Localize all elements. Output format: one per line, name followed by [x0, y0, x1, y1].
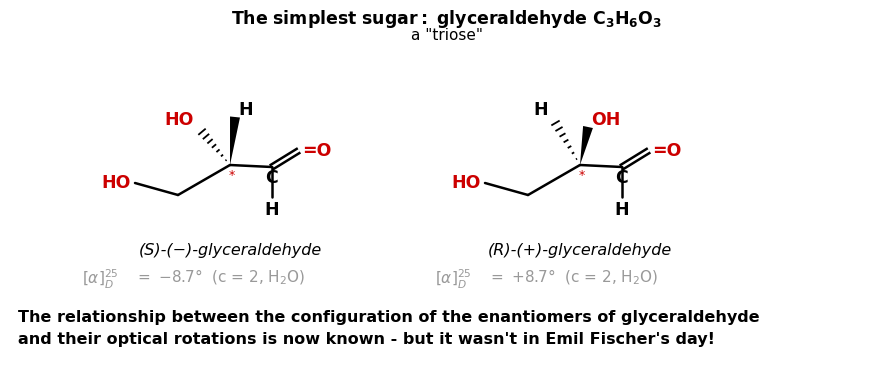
Text: H: H: [238, 101, 253, 119]
Text: C: C: [616, 169, 628, 187]
Polygon shape: [580, 126, 593, 165]
Text: H: H: [265, 201, 279, 219]
Text: $[\alpha]^{25}_{D}$: $[\alpha]^{25}_{D}$: [435, 268, 472, 291]
Text: The relationship between the configuration of the enantiomers of glyceraldehyde: The relationship between the configurati…: [18, 310, 760, 325]
Text: and their optical rotations is now known - but it wasn't in Emil Fischer's day!: and their optical rotations is now known…: [18, 332, 715, 347]
Text: a "triose": a "triose": [411, 28, 483, 43]
Text: $=$ $-$8.7°  (c = 2, H$_2$O): $=$ $-$8.7° (c = 2, H$_2$O): [130, 268, 305, 288]
Text: $\mathbf{The\ simplest\ sugar:\ glyceraldehyde\ C_3H_6O_3}$: $\mathbf{The\ simplest\ sugar:\ glyceral…: [232, 8, 662, 30]
Text: H: H: [615, 201, 629, 219]
Text: =O: =O: [302, 142, 332, 160]
Text: H: H: [534, 101, 548, 119]
Polygon shape: [230, 117, 240, 165]
Text: HO: HO: [451, 174, 481, 192]
Text: (R)-(+)-glyceraldehyde: (R)-(+)-glyceraldehyde: [488, 243, 672, 258]
Text: C: C: [266, 169, 278, 187]
Text: (S)-(−)-glyceraldehyde: (S)-(−)-glyceraldehyde: [139, 243, 322, 258]
Text: $[\alpha]^{25}_{D}$: $[\alpha]^{25}_{D}$: [82, 268, 119, 291]
Text: =O: =O: [652, 142, 681, 160]
Text: $=$ $+$8.7°  (c = 2, H$_2$O): $=$ $+$8.7° (c = 2, H$_2$O): [483, 268, 658, 288]
Text: HO: HO: [102, 174, 131, 192]
Text: *: *: [229, 169, 235, 181]
Text: *: *: [579, 169, 586, 181]
Text: OH: OH: [591, 111, 620, 129]
Text: HO: HO: [164, 111, 194, 129]
